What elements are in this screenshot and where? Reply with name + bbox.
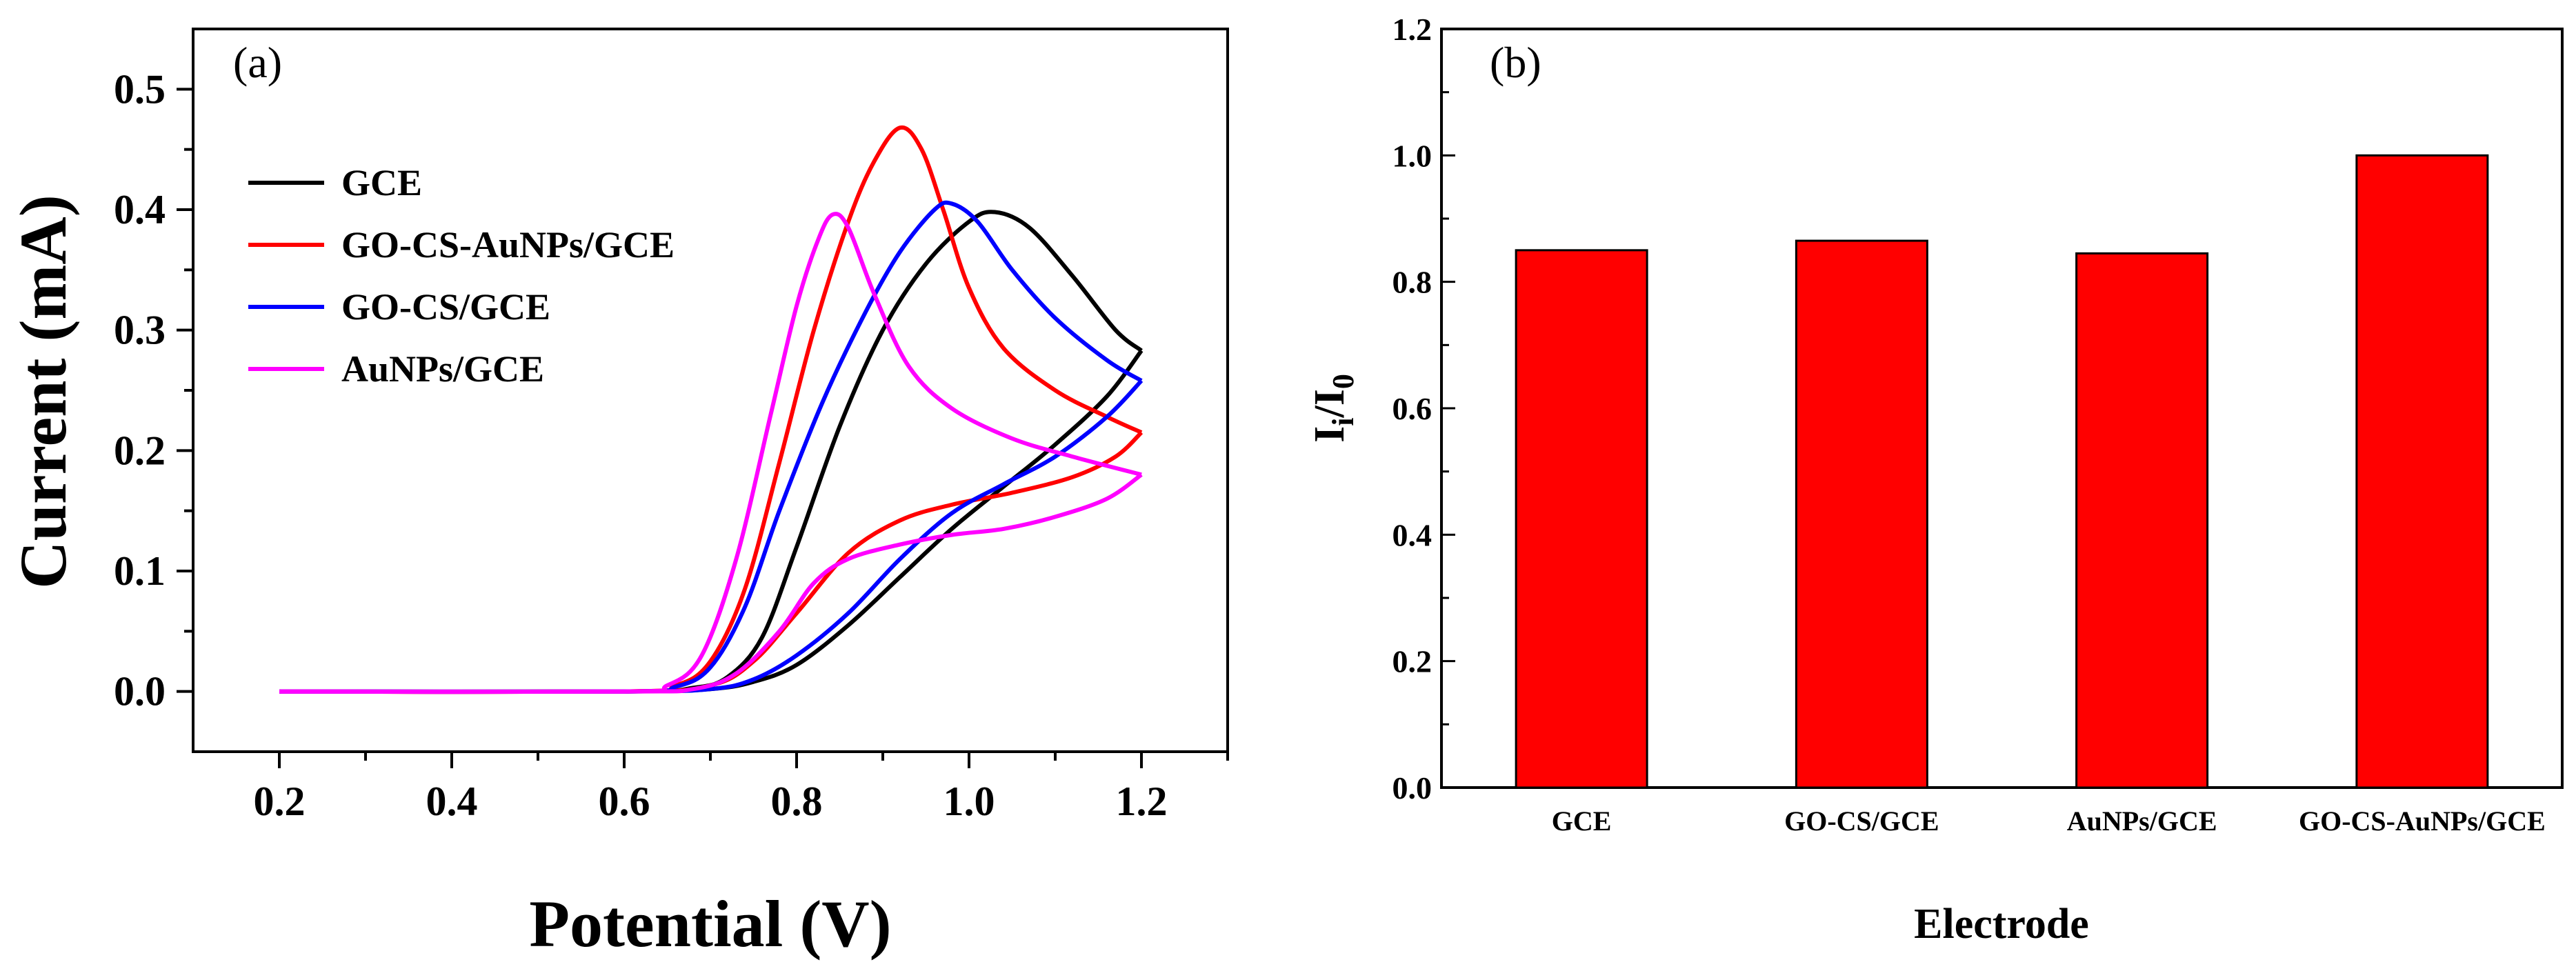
panel-a-x-tick-label: 1.0 — [943, 779, 995, 824]
panel-b-category-label: GO-CS/GCE — [1784, 805, 1939, 837]
panel-a-label: (a) — [233, 38, 282, 87]
panel-b-y-tick-label: 1.0 — [1392, 138, 1432, 173]
panel-b-category-label: AuNPs/GCE — [2067, 805, 2217, 837]
y-title-slash-i: /I — [1306, 389, 1353, 418]
panel-a-y-tick-label: 0.1 — [114, 548, 166, 594]
cv-reverse-go-cs-gce — [279, 379, 1144, 694]
panel-a-x-tick-label: 0.6 — [599, 779, 650, 824]
cv-forward-gce — [279, 210, 1143, 694]
panel-b-y-tick-label: 1.2 — [1392, 12, 1432, 47]
panel-a-plot-frame — [192, 28, 1229, 753]
panel-b-category-label: GO-CS-AuNPs/GCE — [2299, 805, 2546, 837]
cv-reverse-aunps-gce — [279, 472, 1143, 694]
legend-label-aunps: AuNPs/GCE — [341, 348, 544, 390]
legend-label-gce: GCE — [341, 162, 422, 203]
panel-b-category-label: GCE — [1552, 805, 1612, 837]
panel-a-y-tick-label: 0.3 — [114, 308, 166, 353]
bar-go-cs-aunps-gce — [2355, 154, 2489, 789]
panel-a-x-tick-label: 0.8 — [771, 779, 823, 824]
panel-a-curves — [279, 125, 1144, 694]
cv-forward-go-cs-gce — [279, 200, 1143, 694]
cv-reverse-go-cs-aunps-gce — [279, 430, 1144, 694]
panel-a-line-chart: 0.2 0.4 0.6 0.8 1.0 1.2 0.0 0.1 0.2 0.3 0.4 0.5 (a)… — [6, 28, 1229, 961]
legend-label-go-cs-aunps: GO-CS-AuNPs/GCE — [341, 224, 675, 266]
bar-aunps-gce — [2075, 252, 2209, 789]
panel-b-ticks: 0.0 0.2 0.4 0.6 0.8 1.0 1.2 GCE GO-CS/GCE AuNPs/G… — [1392, 12, 2546, 837]
panel-a-x-tick-label: 0.2 — [254, 779, 306, 824]
y-title-sub-0: 0 — [1326, 374, 1360, 389]
panel-b-bar-chart: 0.0 0.2 0.4 0.6 0.8 1.0 1.2 GCE GO-CS/GCE AuNPs/G… — [1306, 12, 2564, 948]
panel-a-y-tick-label: 0.0 — [114, 669, 166, 714]
panel-a-x-tick-label: 0.4 — [426, 779, 478, 824]
panel-b-y-tick-label: 0.6 — [1392, 391, 1432, 426]
panel-a-y-tick-label: 0.5 — [114, 66, 166, 112]
y-title-i: I — [1306, 426, 1353, 443]
panel-a-ticks: 0.2 0.4 0.6 0.8 1.0 1.2 0.0 0.1 0.2 0.3 0.4 0.5 — [114, 66, 1229, 824]
panel-b-y-tick-label: 0.0 — [1392, 770, 1432, 805]
panel-b-y-axis-title: Ii/I0 — [1306, 374, 1360, 443]
panel-b-bars — [1515, 154, 2489, 789]
y-title-sub-i: i — [1326, 417, 1360, 426]
panel-a-y-tick-label: 0.2 — [114, 428, 166, 473]
legend-label-go-cs: GO-CS/GCE — [341, 286, 550, 328]
panel-b-y-tick-label: 0.2 — [1392, 644, 1432, 679]
panel-b-y-tick-label: 0.4 — [1392, 517, 1432, 552]
panel-a-x-axis-title: Potential (V) — [529, 887, 891, 961]
panel-a-legend: GCE GO-CS-AuNPs/GCE GO-CS/GCE AuNPs/GCE — [248, 162, 675, 390]
panel-b-y-tick-label: 0.8 — [1392, 265, 1432, 300]
bar-gce — [1515, 249, 1648, 789]
panel-a-y-tick-label: 0.4 — [114, 187, 166, 232]
bar-go-cs-gce — [1795, 239, 1928, 789]
cv-forward-go-cs-aunps-gce — [279, 125, 1143, 694]
panel-b-label: (b) — [1490, 38, 1541, 87]
panel-a-y-axis-title: Current (mA) — [6, 194, 80, 588]
panel-b-x-axis-title: Electrode — [1914, 901, 2089, 948]
panel-a-x-tick-label: 1.2 — [1116, 779, 1168, 824]
